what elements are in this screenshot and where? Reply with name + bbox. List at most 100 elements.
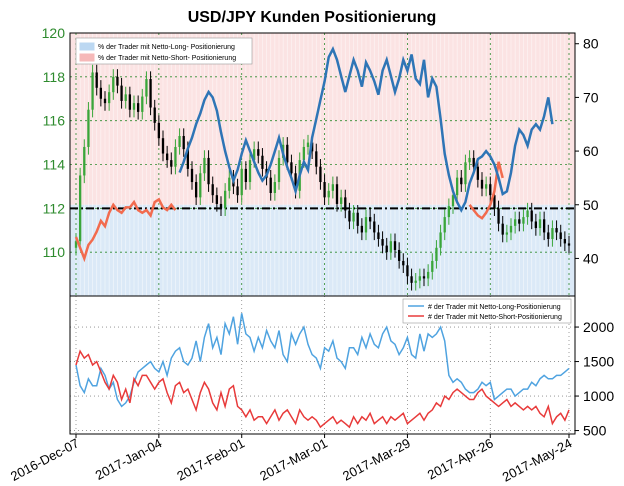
candle-body [530,210,533,222]
candle-body [464,162,467,185]
candle-body [381,239,384,246]
candle-body [406,265,409,277]
candle-body [497,208,500,224]
candle-body [373,221,376,233]
candle-body [248,160,252,183]
right-tick-label: 1000 [583,388,614,404]
candle-body [534,221,538,229]
left-tick-label: 120 [42,25,66,41]
bottom-panel-legend: # der Trader mit Netto-Long-Positionieru… [402,298,572,324]
candle-body [170,160,173,167]
candle-body [128,94,132,110]
candle-body [559,232,562,240]
candle-body [286,144,289,163]
candle-body [116,76,119,86]
legend-swatch [79,53,95,62]
candle-body [290,162,293,174]
candle-body [348,210,351,222]
legend-box [402,298,572,324]
candle-body [542,219,546,233]
candle-body [306,142,310,147]
bottom-panel-frame [69,295,576,435]
candle-body [414,280,417,283]
x-tick-label: 2017-Mar-29 [340,435,413,483]
candle-body [219,203,223,209]
candle-body [190,168,194,183]
candle-body [74,241,78,248]
right-tick-label: 40 [583,250,599,266]
candle-body [99,87,103,99]
right-tick-label: 1500 [583,354,614,370]
candle-body [418,276,422,281]
candle-body [261,155,264,169]
right-tick-label: 70 [583,89,599,105]
left-tick-label: 114 [43,157,66,173]
candle-body [199,173,202,198]
candle-body [83,146,86,176]
bottom-panel-axes: 500 1000 1500 2000 [69,295,614,439]
candle-body [385,245,388,253]
candle-body [194,182,198,198]
candle-body [236,186,239,196]
candle-body [493,195,496,209]
candle-body [294,173,297,191]
candle-body [526,210,529,218]
left-tick-label: 110 [43,244,66,260]
candle-body [273,182,277,193]
left-tick-label: 112 [43,200,66,216]
legend-swatch [79,42,95,51]
candle-body [555,228,558,233]
candle-body [174,146,177,167]
candle-body [141,96,144,112]
candle-body [269,177,272,193]
x-tick-label: 2017-Jan-04 [93,435,164,483]
candle-body [505,232,509,235]
x-tick-label: 2017-May-24 [500,435,575,484]
legend-label: # der Trader mit Netto-Long-Positionieru… [428,304,561,311]
percentage-lines [74,46,554,263]
candle-body [339,197,343,204]
candle-body [186,149,190,169]
legend-label: # der Trader mit Netto-Short-Positionier… [428,314,562,321]
candle-body [203,157,206,174]
candle-body [161,138,165,154]
chart-title: USD/JPY Kunden Positionierung [188,9,437,26]
candle-body [215,195,219,204]
candle-body [165,153,169,161]
candle-body [393,241,397,250]
x-tick-label: 2017-Apr-26 [425,435,496,482]
candle-body [182,136,185,150]
long-pct-line [178,46,554,213]
candlestick-series [74,64,571,291]
candle-body [377,232,380,240]
candle-body [402,260,405,266]
candle-body [120,85,123,101]
candle-body [455,177,459,196]
candle-body [563,239,567,244]
x-tick-label: 2017-Mar-01 [257,435,330,483]
top-panel-grid [70,32,575,296]
candle-body [422,276,426,279]
candle-body [509,225,513,233]
candle-body [257,149,260,156]
x-tick-label: 2016-Dec-07 [8,435,81,484]
candle-body [302,146,306,161]
candle-body [447,206,451,218]
candle-body [426,271,430,279]
candle-body [178,136,181,147]
candle-body [443,217,446,233]
right-tick-label: 2000 [583,319,614,335]
candle-body [315,151,318,167]
candle-body [331,184,335,191]
candle-body [489,184,492,196]
candle-body [538,219,542,229]
candle-body [335,184,339,204]
candle-body [480,179,484,189]
right-tick-label: 80 [583,36,599,52]
candle-body [435,247,438,261]
candle-body [431,260,434,272]
candle-body [136,103,140,112]
candle-body [356,212,359,226]
candle-body [472,157,475,167]
candle-body [153,107,156,123]
